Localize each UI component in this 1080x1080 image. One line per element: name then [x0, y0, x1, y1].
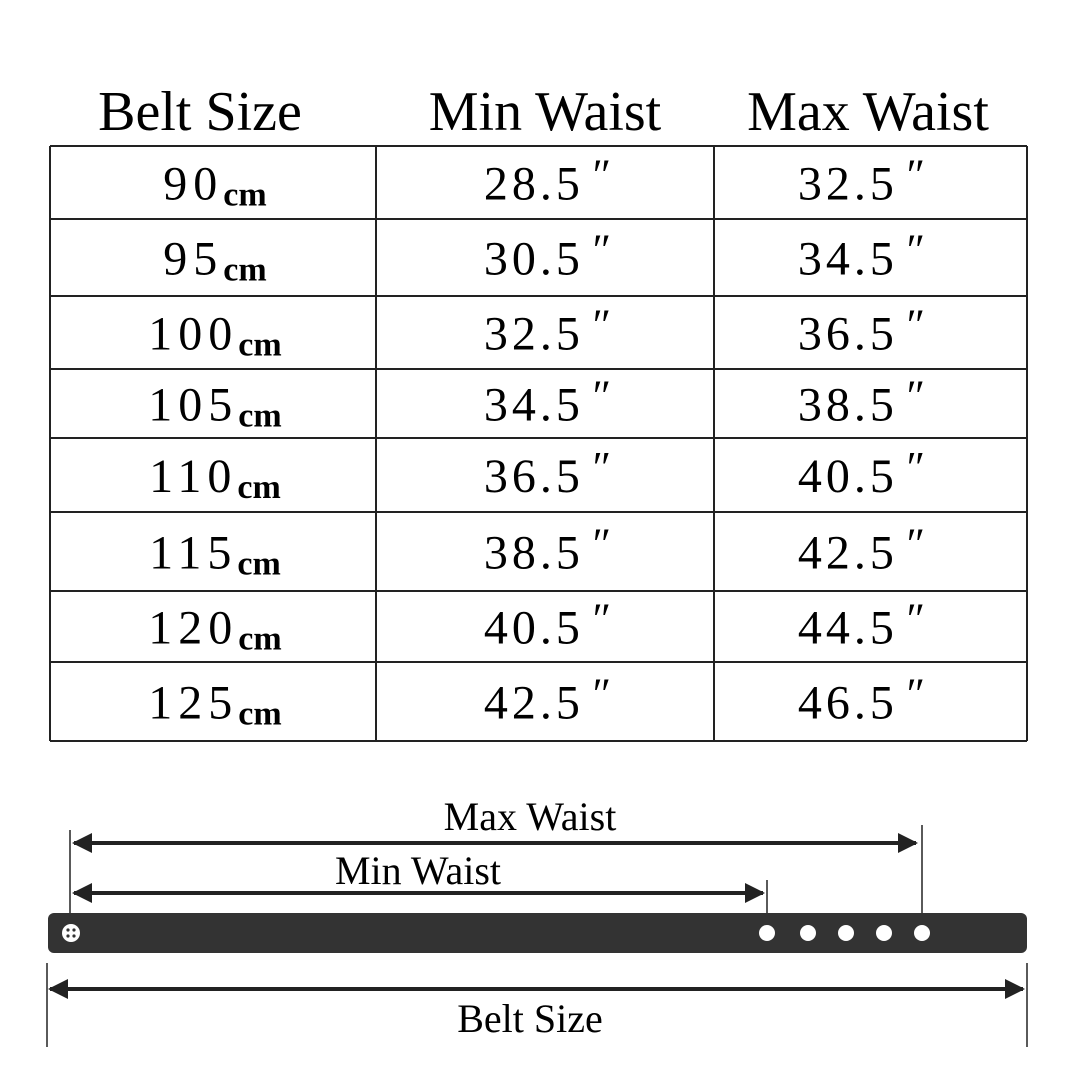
min-waist-cell: 34.5 ″	[484, 372, 612, 432]
column-header: Belt Size	[98, 81, 302, 143]
waist-unit: ″	[904, 670, 926, 719]
waist-unit: ″	[590, 372, 612, 421]
size-unit: cm	[237, 469, 280, 506]
size-value: 110	[149, 450, 237, 503]
waist-value: 44.5	[798, 602, 898, 655]
max-waist-cell: 38.5 ″	[798, 372, 926, 432]
waist-value: 46.5	[798, 677, 898, 730]
size-value: 90	[163, 158, 223, 211]
min-waist-cell: 32.5 ″	[484, 301, 612, 361]
waist-unit: ″	[904, 443, 926, 492]
waist-unit: ″	[590, 226, 612, 275]
max-waist-cell: 32.5 ″	[798, 151, 926, 211]
max-label: Max Waist	[444, 794, 617, 839]
waist-value: 32.5	[484, 308, 584, 361]
belt-size-cell: 90cm	[163, 158, 266, 214]
belt-holes	[759, 925, 930, 941]
belt-size-cell: 115cm	[149, 527, 281, 583]
waist-unit: ″	[904, 301, 926, 350]
column-header: Min Waist	[429, 81, 662, 143]
waist-unit: ″	[904, 226, 926, 275]
size-unit: cm	[223, 252, 266, 289]
min-waist-cell: 36.5 ″	[484, 443, 612, 503]
belt-size-cell: 95cm	[163, 233, 266, 289]
size-value: 95	[163, 233, 223, 286]
waist-unit: ″	[590, 443, 612, 492]
belt-size-cell: 105cm	[148, 379, 281, 435]
belt-size-cell: 120cm	[148, 602, 281, 658]
size-value: 105	[148, 379, 238, 432]
waist-value: 42.5	[484, 677, 584, 730]
buckle	[62, 924, 80, 942]
waist-value: 34.5	[798, 233, 898, 286]
min-waist-cell: 40.5 ″	[484, 595, 612, 655]
belt-size-cell: 110cm	[149, 450, 281, 506]
waist-value: 28.5	[484, 158, 584, 211]
belt-size-cell: 125cm	[148, 677, 281, 733]
waist-value: 38.5	[798, 379, 898, 432]
belt	[48, 913, 1027, 953]
waist-unit: ″	[590, 520, 612, 569]
waist-value: 36.5	[798, 308, 898, 361]
max-waist-cell: 42.5 ″	[798, 520, 926, 580]
waist-unit: ″	[590, 595, 612, 644]
waist-value: 40.5	[798, 450, 898, 503]
size-unit: cm	[238, 696, 281, 733]
size-value: 100	[148, 308, 238, 361]
waist-unit: ″	[590, 151, 612, 200]
belt-size-cell: 100cm	[148, 308, 281, 364]
max-waist-cell: 44.5 ″	[798, 595, 926, 655]
max-waist-cell: 36.5 ″	[798, 301, 926, 361]
waist-value: 38.5	[484, 527, 584, 580]
size-unit: cm	[238, 398, 281, 435]
extension-lines	[46, 825, 1028, 1047]
column-header: Max Waist	[747, 81, 989, 143]
size-unit: cm	[237, 546, 280, 583]
max-waist-cell: 46.5 ″	[798, 670, 926, 730]
size-value: 125	[148, 677, 238, 730]
size-value: 120	[148, 602, 238, 655]
waist-value: 42.5	[798, 527, 898, 580]
waist-unit: ″	[904, 595, 926, 644]
min-label: Min Waist	[335, 848, 501, 893]
waist-value: 32.5	[798, 158, 898, 211]
dimension-arrows	[48, 833, 1025, 999]
waist-value: 34.5	[484, 379, 584, 432]
waist-unit: ″	[904, 520, 926, 569]
waist-unit: ″	[590, 670, 612, 719]
waist-unit: ″	[904, 372, 926, 421]
max-waist-cell: 34.5 ″	[798, 226, 926, 286]
min-waist-cell: 38.5 ″	[484, 520, 612, 580]
max-waist-cell: 40.5 ″	[798, 443, 926, 503]
waist-value: 36.5	[484, 450, 584, 503]
table-grid	[49, 145, 1028, 742]
belt-diagram: Max Waist Min Waist Belt Size	[46, 794, 1028, 1047]
min-waist-cell: 42.5 ″	[484, 670, 612, 730]
waist-unit: ″	[904, 151, 926, 200]
min-waist-cell: 28.5 ″	[484, 151, 612, 211]
waist-value: 40.5	[484, 602, 584, 655]
waist-value: 30.5	[484, 233, 584, 286]
size-unit: cm	[238, 621, 281, 658]
min-waist-cell: 30.5 ″	[484, 226, 612, 286]
size-unit: cm	[223, 177, 266, 214]
size-value: 115	[149, 527, 237, 580]
waist-unit: ″	[590, 301, 612, 350]
belt-label: Belt Size	[457, 996, 603, 1041]
size-unit: cm	[238, 327, 281, 364]
